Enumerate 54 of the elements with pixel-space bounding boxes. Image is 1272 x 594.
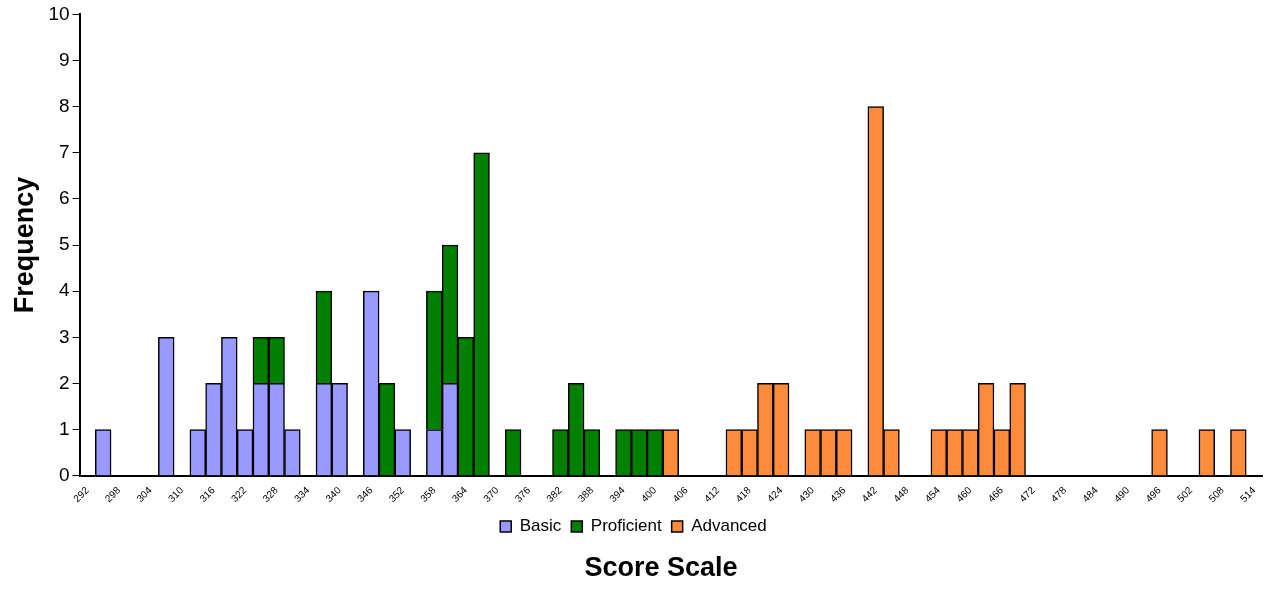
x-tick-label: 484: [1080, 484, 1101, 505]
y-tick-label: 1: [58, 417, 70, 439]
x-tick-label: 334: [291, 484, 312, 505]
x-tick-label: 370: [481, 484, 502, 505]
x-tick-label: 502: [1174, 484, 1195, 505]
y-tick-label: 0: [58, 463, 70, 485]
x-tick-label: 322: [228, 484, 249, 505]
x-tick-label: 304: [134, 484, 155, 505]
y-tick-label: 9: [58, 48, 70, 70]
y-tick-label: 6: [58, 187, 70, 209]
x-axis-title: Score Scale: [583, 552, 739, 583]
x-tick-label: 406: [670, 484, 691, 505]
x-tick-label: 490: [1111, 484, 1132, 505]
x-tick-label: 316: [197, 484, 218, 505]
x-tick-label: 364: [449, 484, 470, 505]
x-tick-label: 340: [323, 484, 344, 505]
x-tick-label: 418: [733, 484, 754, 505]
y-tick-label: 7: [58, 141, 70, 163]
x-tick-label: 472: [1017, 484, 1038, 505]
y-tick-label: 8: [58, 94, 70, 116]
x-tick-label: 298: [102, 484, 123, 505]
x-tick-label: 442: [859, 484, 880, 505]
y-tick-label: 10: [48, 2, 70, 24]
x-tick-label: 310: [165, 484, 186, 505]
x-tick-label: 346: [354, 484, 375, 505]
x-tick-label: 454: [922, 484, 943, 505]
legend-label: Proficient: [590, 516, 662, 536]
y-axis-title: Frequency: [8, 176, 39, 314]
x-tick-label: 496: [1143, 484, 1164, 505]
x-tick-label: 436: [827, 484, 848, 505]
x-tick-label: 358: [418, 484, 438, 505]
x-tick-label: 400: [638, 484, 659, 505]
x-tick-label: 394: [607, 484, 628, 505]
x-tick-label: 382: [544, 484, 565, 505]
y-tick-label: 3: [58, 325, 70, 347]
x-tick-label: 424: [764, 484, 785, 505]
y-tick-label: 5: [58, 233, 70, 255]
x-tick-label: 292: [71, 484, 92, 505]
x-tick-label: 328: [260, 484, 281, 505]
x-tick-label: 376: [512, 484, 533, 505]
x-tick-label: 508: [1206, 484, 1227, 505]
y-tick-label: 2: [58, 371, 70, 393]
x-tick-label: 478: [1048, 484, 1069, 505]
x-tick-label: 388: [575, 484, 596, 505]
x-tick-label: 430: [796, 484, 817, 505]
legend-label: Advanced: [691, 516, 767, 536]
legend-label: Basic: [519, 516, 562, 536]
y-tick-label: 4: [58, 279, 70, 301]
x-tick-label: 466: [985, 484, 1006, 505]
x-tick-label: 514: [1237, 484, 1258, 505]
x-tick-label: 352: [386, 484, 407, 505]
x-tick-label: 460: [954, 484, 974, 505]
x-tick-label: 412: [701, 484, 722, 505]
x-tick-label: 448: [891, 484, 911, 505]
